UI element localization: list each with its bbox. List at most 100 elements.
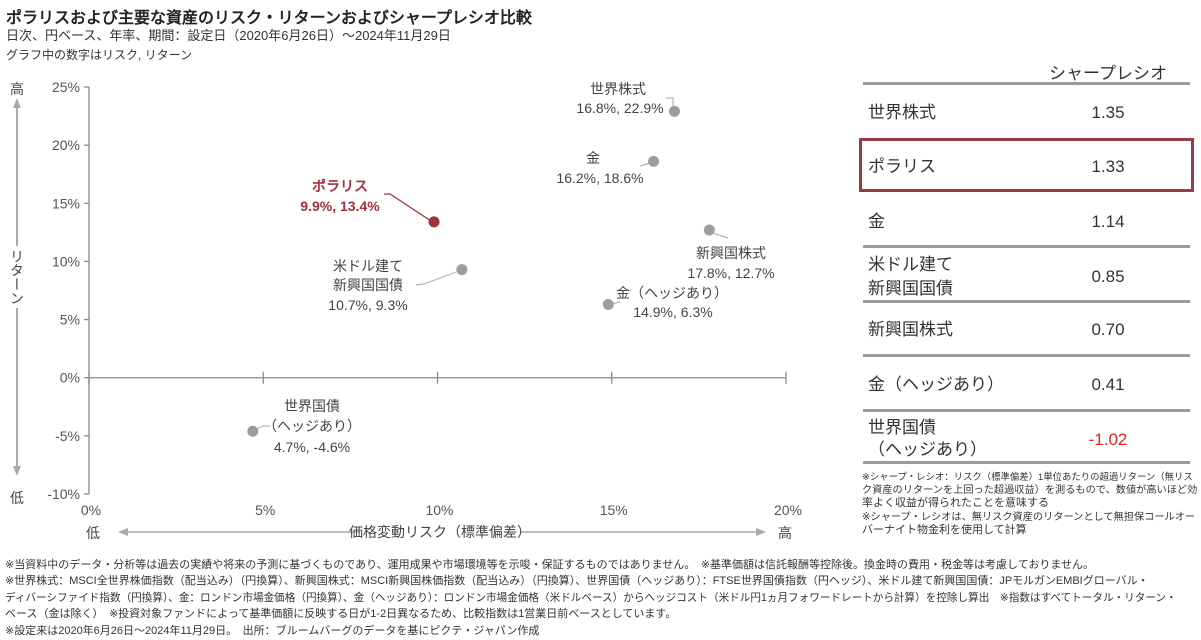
sharpe-row-value: 0.41	[1091, 375, 1125, 394]
y-high-label: 高	[10, 81, 24, 97]
x-tick-label: 10%	[425, 502, 453, 518]
arrow-down-icon	[13, 466, 21, 476]
point-value-label: 9.9%, 13.4%	[300, 198, 380, 214]
point-marker	[703, 224, 715, 236]
y-tick-label: 0%	[60, 370, 80, 386]
chart-note: グラフ中の数字はリスク, リターン	[6, 48, 193, 62]
sharpe-note-line: ※シャープ・レシオは、無リスク資産のリターンとして無担保コールオー	[862, 511, 1196, 523]
arrow-up-icon	[13, 98, 21, 108]
point-marker	[648, 155, 660, 167]
data-point-highlight: ポラリス 9.9%, 13.4%	[300, 178, 440, 228]
sharpe-row-label: ポラリス	[868, 157, 936, 176]
point-name-label: 世界株式	[590, 81, 646, 97]
sharpe-row-value: 1.14	[1091, 212, 1125, 231]
leader-line	[666, 97, 674, 108]
sharpe-row-label: 世界国債	[868, 418, 936, 437]
point-name-label: 新興国株式	[696, 245, 766, 261]
sharpe-row-value: 1.35	[1091, 103, 1125, 122]
y-tick-label: -10%	[47, 486, 80, 502]
y-axis-title: リターン	[9, 246, 25, 308]
row-rule	[863, 354, 1190, 357]
point-value-label: 17.8%, 12.7%	[687, 265, 774, 281]
point-value-label: 4.7%, -4.6%	[274, 439, 350, 455]
sharpe-header: シャープレシオ	[1049, 64, 1167, 83]
y-tick-label: 10%	[52, 253, 80, 269]
arrow-right-icon	[756, 528, 766, 536]
point-marker	[428, 216, 440, 228]
point-value-label: 16.8%, 22.9%	[576, 100, 663, 116]
row-rule	[863, 245, 1190, 248]
data-points: 世界株式 16.8%, 22.9% ポラリス 9.9%, 13.4% 金 16.2%, 1…	[247, 81, 775, 455]
point-marker	[456, 264, 468, 276]
sharpe-row-label: 金	[868, 212, 885, 231]
x-high-label: 高	[778, 525, 792, 541]
point-name-label: 金	[586, 150, 600, 166]
sharpe-row-label: 米ドル建て	[868, 255, 953, 274]
point-value-label: 10.7%, 9.3%	[328, 297, 407, 313]
sharpe-row-value: 0.70	[1091, 320, 1125, 339]
sharpe-row-label: 世界株式	[868, 103, 936, 122]
chart-subtitle: 日次、円ベース、年率、期間：設定日（2020年6月26日）～2024年11月29…	[6, 28, 451, 43]
sharpe-row-label: 金（ヘッジあり）	[868, 375, 1004, 394]
point-name-label: 新興国国債	[333, 277, 403, 293]
sharpe-note-line: バーナイト物金利を使用して計算	[862, 524, 1027, 537]
point-name-label: ポラリス	[312, 178, 368, 194]
row-rule	[863, 300, 1190, 303]
y-tick-label: 20%	[52, 137, 80, 153]
footnote-line: ベース（金は除く） ※投資対象ファンドによって基準価額に反映する日が1-2日異な…	[5, 608, 677, 621]
data-point: 金（ヘッジあり） 14.9%, 6.3%	[602, 285, 728, 320]
point-value-label: 16.2%, 18.6%	[556, 170, 643, 186]
sharpe-note-line: ク資産のリターンを上回った超過収益）を測るもので、数値が高いほど効	[862, 484, 1198, 496]
sharpe-row-label: 新興国株式	[868, 320, 953, 339]
footnote-line: ※設定来は2020年6月26日～2024年11月29日。 出所：ブルームバーグの…	[5, 624, 540, 637]
y-tick-label: 5%	[60, 312, 80, 328]
sharpe-notes: ※シャープ・レシオ：リスク（標準偏差）1単位あたりの超過リターン（無リス ク資産…	[862, 470, 1198, 538]
y-tick-label: -5%	[55, 428, 80, 444]
header-rule	[863, 82, 1190, 85]
sharpe-row-value: 0.85	[1091, 267, 1125, 286]
y-tick-label: 15%	[52, 195, 80, 211]
data-point: 世界国債 （ヘッジあり） 4.7%, -4.6%	[247, 398, 361, 455]
sharpe-row-value-negative: -1.02	[1088, 430, 1128, 449]
sharpe-row-label: （ヘッジあり）	[868, 440, 987, 459]
point-name-label: 米ドル建て	[333, 258, 403, 274]
x-tick-label: 0%	[81, 502, 101, 518]
point-marker	[602, 298, 614, 310]
leader-line	[384, 193, 432, 222]
highlight-box	[859, 138, 1194, 192]
x-tick-label: 20%	[774, 502, 802, 518]
point-name-label: 金（ヘッジあり）	[616, 285, 728, 301]
x-tick-label: 5%	[255, 502, 275, 518]
scatter-chart: 高 低 価格変動リスク（標準偏差） 低 高 25% 20% 15% 10% 5% 0% -5…	[10, 79, 802, 541]
sharpe-row-label: 新興国国債	[868, 279, 953, 298]
chart-title: ポラリスおよび主要な資産のリスク・リターンおよびシャープレシオ比較	[6, 10, 532, 27]
leader-line	[639, 162, 651, 167]
point-marker	[668, 105, 680, 117]
point-value-label: 14.9%, 6.3%	[633, 304, 712, 320]
row-rule	[863, 409, 1190, 412]
data-point: 米ドル建て新興国国債 10.7%, 9.3%	[328, 258, 468, 313]
x-tick-label: 15%	[600, 502, 628, 518]
axes: 25%20%15%10%5%0%-5%-10%0% 5% 10% 15% 20%	[47, 79, 802, 518]
data-point: 新興国株式 17.8%, 12.7%	[687, 224, 775, 281]
point-marker	[247, 425, 259, 437]
y-low-label: 低	[10, 490, 24, 506]
y-tick-label: 25%	[52, 79, 80, 95]
data-point: 世界株式 16.8%, 22.9%	[576, 81, 680, 117]
arrow-left-icon	[118, 528, 128, 536]
sharpe-row-value: 1.33	[1091, 157, 1125, 176]
footnote-line: ディバーシファイド指数（円換算）、金：ロンドン市場金価格（円換算）、金（ヘッジあ…	[5, 591, 1177, 604]
leader-line	[255, 425, 270, 430]
x-direction-arrow	[118, 528, 766, 536]
footnote-line: ※当資料中のデータ・分析等は過去の実績や将来の予測に基づくものであり、運用成果や…	[5, 559, 1095, 571]
sharpe-note-line: ※シャープ・レシオ：リスク（標準偏差）1単位あたりの超過リターン（無リス	[862, 471, 1193, 482]
row-rule	[863, 461, 1190, 464]
point-name-label: 世界国債	[284, 398, 340, 414]
sharpe-note-line: 率よく収益が得られたことを意味する	[862, 497, 1049, 510]
point-name-label: （ヘッジあり）	[263, 418, 361, 434]
leader-line	[415, 270, 460, 286]
data-point: 金 16.2%, 18.6%	[556, 150, 660, 186]
x-axis-title: 価格変動リスク（標準偏差）	[349, 524, 531, 540]
footnote-line: ※世界株式：MSCI全世界株価指数（配当込み）（円換算）、新興国株式：MSCI新…	[5, 575, 1149, 588]
footnotes: ※当資料中のデータ・分析等は過去の実績や将来の予測に基づくものであり、運用成果や…	[5, 557, 1197, 639]
